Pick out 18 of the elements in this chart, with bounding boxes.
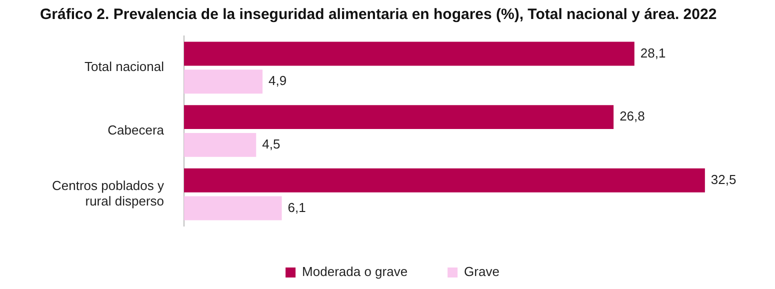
y-tick-label: Total nacional	[84, 59, 164, 74]
y-tick-label: Cabecera	[108, 122, 165, 138]
legend-label: Grave	[464, 264, 500, 280]
bar	[184, 168, 705, 192]
data-label: 4,9	[268, 73, 287, 88]
data-label: 28,1	[640, 45, 666, 60]
bar	[184, 196, 282, 220]
data-label: 6,1	[288, 200, 306, 215]
bar	[184, 42, 634, 66]
bar	[184, 132, 256, 157]
chart-title: Gráfico 2. Prevalencia de la inseguridad alimentaria en hogares (%), Total nacional y área. 2022	[40, 6, 717, 24]
bar	[184, 70, 263, 94]
legend-label: Moderada o grave	[302, 264, 408, 280]
data-label: 4,5	[262, 136, 280, 152]
y-tick-label: Centros poblados y rural disperso	[52, 178, 165, 209]
bar	[184, 105, 614, 130]
data-label: 26,8	[620, 108, 645, 124]
data-label: 32,5	[710, 172, 736, 187]
